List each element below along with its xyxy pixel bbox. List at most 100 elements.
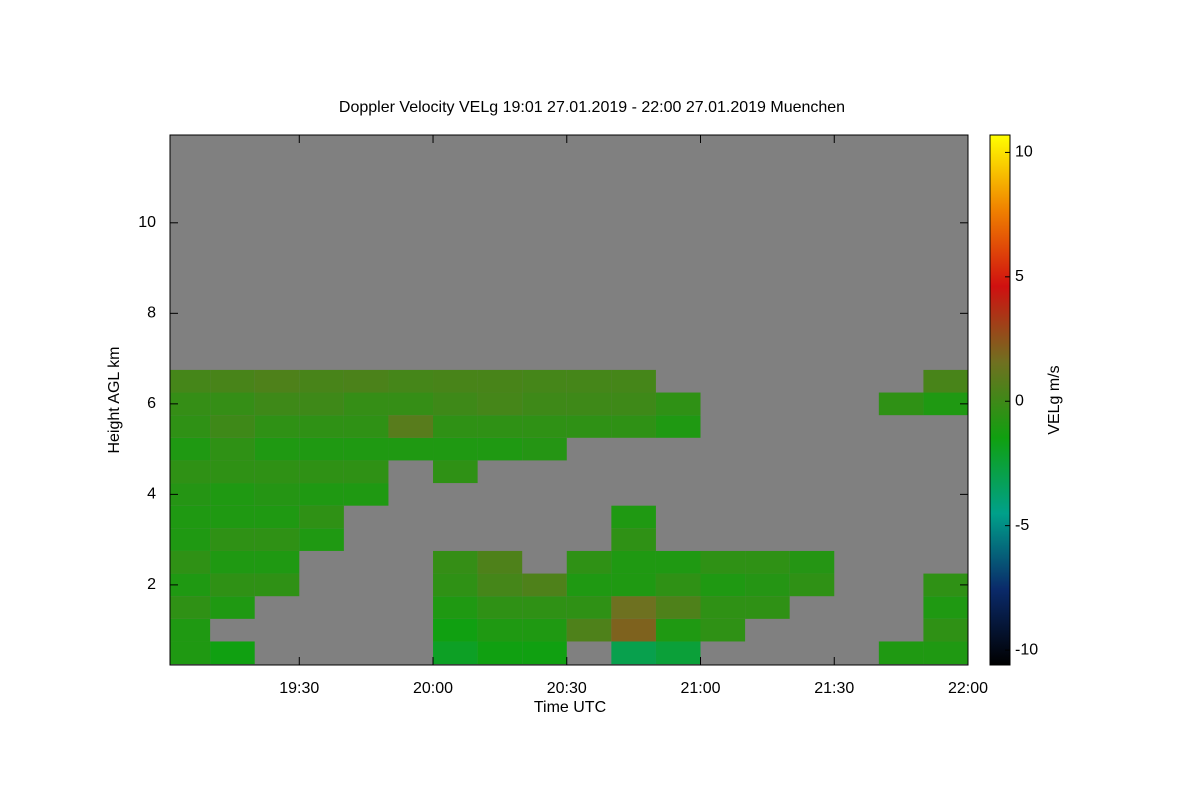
colorbar-tick-label: 0 <box>1015 392 1024 409</box>
heatmap-cell <box>433 641 478 665</box>
heatmap-cell <box>170 505 211 529</box>
y-tick-label: 8 <box>147 305 156 322</box>
heatmap-cell <box>655 392 701 416</box>
heatmap-cell <box>789 573 835 597</box>
heatmap-cell <box>566 415 612 438</box>
heatmap-cell <box>566 369 612 393</box>
heatmap-cell <box>477 641 523 665</box>
heatmap-cell <box>745 550 790 574</box>
heatmap-cell <box>343 392 389 416</box>
plot-frame <box>169 134 969 666</box>
heatmap-cell <box>923 573 968 597</box>
heatmap-cell <box>611 392 656 416</box>
heatmap-cell <box>566 573 612 597</box>
heatmap-cell <box>433 460 478 484</box>
heatmap-cell <box>655 550 701 574</box>
x-tick-label: 20:00 <box>413 680 453 697</box>
heatmap-cell <box>210 573 255 597</box>
heatmap-cell <box>522 415 567 438</box>
heatmap-cell <box>522 392 567 416</box>
heatmap-cell <box>477 415 523 438</box>
heatmap-cell <box>522 369 567 393</box>
heatmap-cell <box>655 573 701 597</box>
heatmap-cell <box>170 550 211 574</box>
colorbar-tick-label: -10 <box>1015 641 1038 658</box>
heatmap-cell <box>210 392 255 416</box>
heatmap-cell <box>254 483 300 506</box>
heatmap-cell <box>566 392 612 416</box>
heatmap-cell <box>254 369 300 393</box>
heatmap-cell <box>299 528 344 551</box>
heatmap-cell <box>655 618 701 642</box>
heatmap-cell <box>611 415 656 438</box>
heatmap-cell <box>170 596 211 619</box>
heatmap-cell <box>878 641 924 665</box>
heatmap-cell <box>566 596 612 619</box>
heatmap-cell <box>170 573 211 597</box>
heatmap-cell <box>254 460 300 484</box>
heatmap-cell <box>477 618 523 642</box>
heatmap-cell <box>700 550 746 574</box>
y-tick-label: 10 <box>138 214 156 231</box>
heatmap-cell <box>611 573 656 597</box>
heatmap-cell <box>566 550 612 574</box>
heatmap-cell <box>210 505 255 529</box>
heatmap-cell <box>388 415 434 438</box>
heatmap-cell <box>299 483 344 506</box>
heatmap-cell <box>299 505 344 529</box>
chart-title: Doppler Velocity VELg 19:01 27.01.2019 -… <box>339 99 845 116</box>
heatmap-cell <box>254 505 300 529</box>
y-axis-label: Height AGL km <box>106 346 123 453</box>
heatmap-cell <box>878 392 924 416</box>
heatmap-cell <box>655 596 701 619</box>
x-tick-label: 21:00 <box>680 680 720 697</box>
x-axis-label: Time UTC <box>534 699 606 716</box>
heatmap-cell <box>433 392 478 416</box>
heatmap-cell <box>700 596 746 619</box>
heatmap-cell <box>477 369 523 393</box>
heatmap-cell <box>566 618 612 642</box>
colorbar-label: VELg m/s <box>1046 365 1063 434</box>
y-tick-label: 2 <box>147 576 156 593</box>
heatmap-cell <box>611 550 656 574</box>
heatmap-cell <box>923 618 968 642</box>
y-tick-label: 6 <box>147 395 156 412</box>
heatmap-cell <box>254 392 300 416</box>
heatmap-cell <box>433 573 478 597</box>
heatmap-cell <box>477 573 523 597</box>
heatmap-cell <box>210 437 255 461</box>
heatmap-cell <box>477 392 523 416</box>
heatmap-cell <box>210 483 255 506</box>
heatmap-cell <box>388 392 434 416</box>
heatmap-cell <box>477 550 523 574</box>
heatmap-cell <box>254 550 300 574</box>
heatmap-cell <box>210 596 255 619</box>
heatmap-cell <box>210 528 255 551</box>
heatmap-cell <box>745 573 790 597</box>
heatmap-cell <box>923 369 968 393</box>
heatmap-cell <box>210 460 255 484</box>
heatmap-cell <box>522 573 567 597</box>
heatmap-cell <box>923 641 968 665</box>
heatmap-cell <box>433 369 478 393</box>
heatmap-cell <box>745 596 790 619</box>
heatmap-cell <box>170 483 211 506</box>
heatmap-cell <box>299 460 344 484</box>
heatmap-cell <box>433 437 478 461</box>
y-tick-label: 4 <box>147 486 156 503</box>
heatmap-cell <box>611 528 656 551</box>
heatmap-cell <box>170 437 211 461</box>
colorbar-tick-label: 10 <box>1015 144 1033 161</box>
heatmap-cell <box>170 415 211 438</box>
heatmap-cell <box>254 415 300 438</box>
heatmap-cell <box>655 641 701 665</box>
x-tick-label: 21:30 <box>814 680 854 697</box>
heatmap-cell <box>343 483 389 506</box>
heatmap-cell <box>388 437 434 461</box>
x-tick-label: 19:30 <box>279 680 319 697</box>
heatmap-cell <box>299 415 344 438</box>
heatmap-cell <box>343 460 389 484</box>
heatmap-cell <box>611 641 656 665</box>
heatmap-cell <box>343 415 389 438</box>
